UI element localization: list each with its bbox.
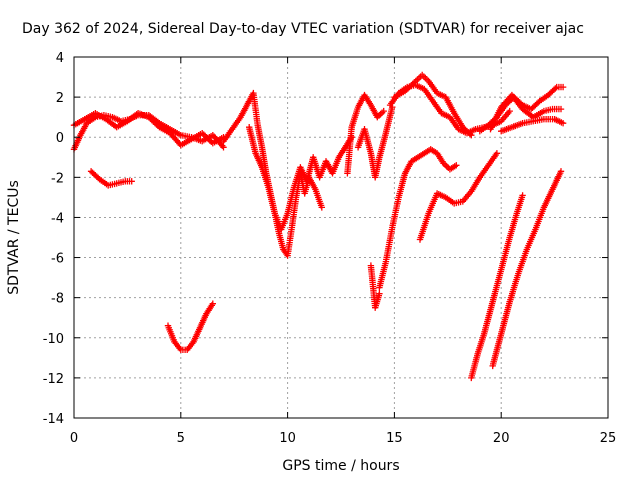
series-markers — [468, 192, 526, 382]
series-arc-17 — [468, 192, 526, 382]
series-markers — [354, 103, 396, 181]
y-tick-label: -8 — [51, 292, 64, 307]
series-arc-16 — [416, 150, 501, 243]
chart-title: Day 362 of 2024, Sidereal Day-to-day VTE… — [22, 21, 584, 37]
series-markers — [391, 71, 475, 139]
series-arc-12 — [487, 91, 565, 133]
x-tick-label: 0 — [70, 431, 78, 446]
series-markers — [498, 116, 567, 135]
series-markers — [489, 168, 565, 370]
y-tick-label: 0 — [56, 131, 64, 146]
series-arc-4 — [164, 300, 216, 353]
y-axis-label: SDTVAR / TECUs — [6, 180, 22, 295]
series-markers — [416, 150, 501, 243]
y-tick-label: -2 — [51, 171, 64, 186]
y-tick-label: -12 — [43, 372, 64, 387]
series-arc-14 — [367, 262, 383, 311]
series-markers — [87, 168, 135, 189]
series-arc-18 — [489, 168, 565, 370]
x-tick-label: 10 — [279, 431, 296, 446]
series-markers — [164, 300, 216, 353]
series-markers — [344, 91, 387, 177]
y-tick-label: -4 — [51, 211, 64, 226]
series-arc-15 — [376, 146, 460, 291]
y-tick-label: 2 — [56, 91, 64, 106]
x-tick-label: 20 — [493, 431, 510, 446]
y-tick-label: -6 — [51, 252, 64, 267]
plot-frame — [73, 56, 609, 419]
x-tick-label: 15 — [386, 431, 403, 446]
x-axis-label: GPS time / hours — [282, 458, 399, 474]
series-markers — [246, 124, 355, 233]
grid — [74, 57, 608, 418]
x-tick-label: 25 — [600, 431, 617, 446]
y-tick-label: 4 — [56, 51, 64, 66]
series-markers — [376, 146, 460, 291]
ticks: 0 5 10 15 20 25 -14 -12 -10 -8 -6 -4 -2 0 2 4 — [43, 51, 617, 446]
series-markers — [367, 262, 383, 311]
series-arc-7 — [344, 91, 387, 177]
y-tick-label: -14 — [43, 412, 64, 427]
x-tick-label: 5 — [177, 431, 185, 446]
series-arc-10 — [391, 71, 475, 139]
series-arc-8 — [354, 103, 396, 181]
series-arc-3 — [87, 168, 135, 189]
y-tick-label: -10 — [43, 332, 64, 347]
series-arc-13 — [498, 116, 567, 135]
series-layer — [70, 71, 567, 382]
series-arc-6 — [246, 124, 355, 233]
series-markers — [487, 91, 565, 133]
